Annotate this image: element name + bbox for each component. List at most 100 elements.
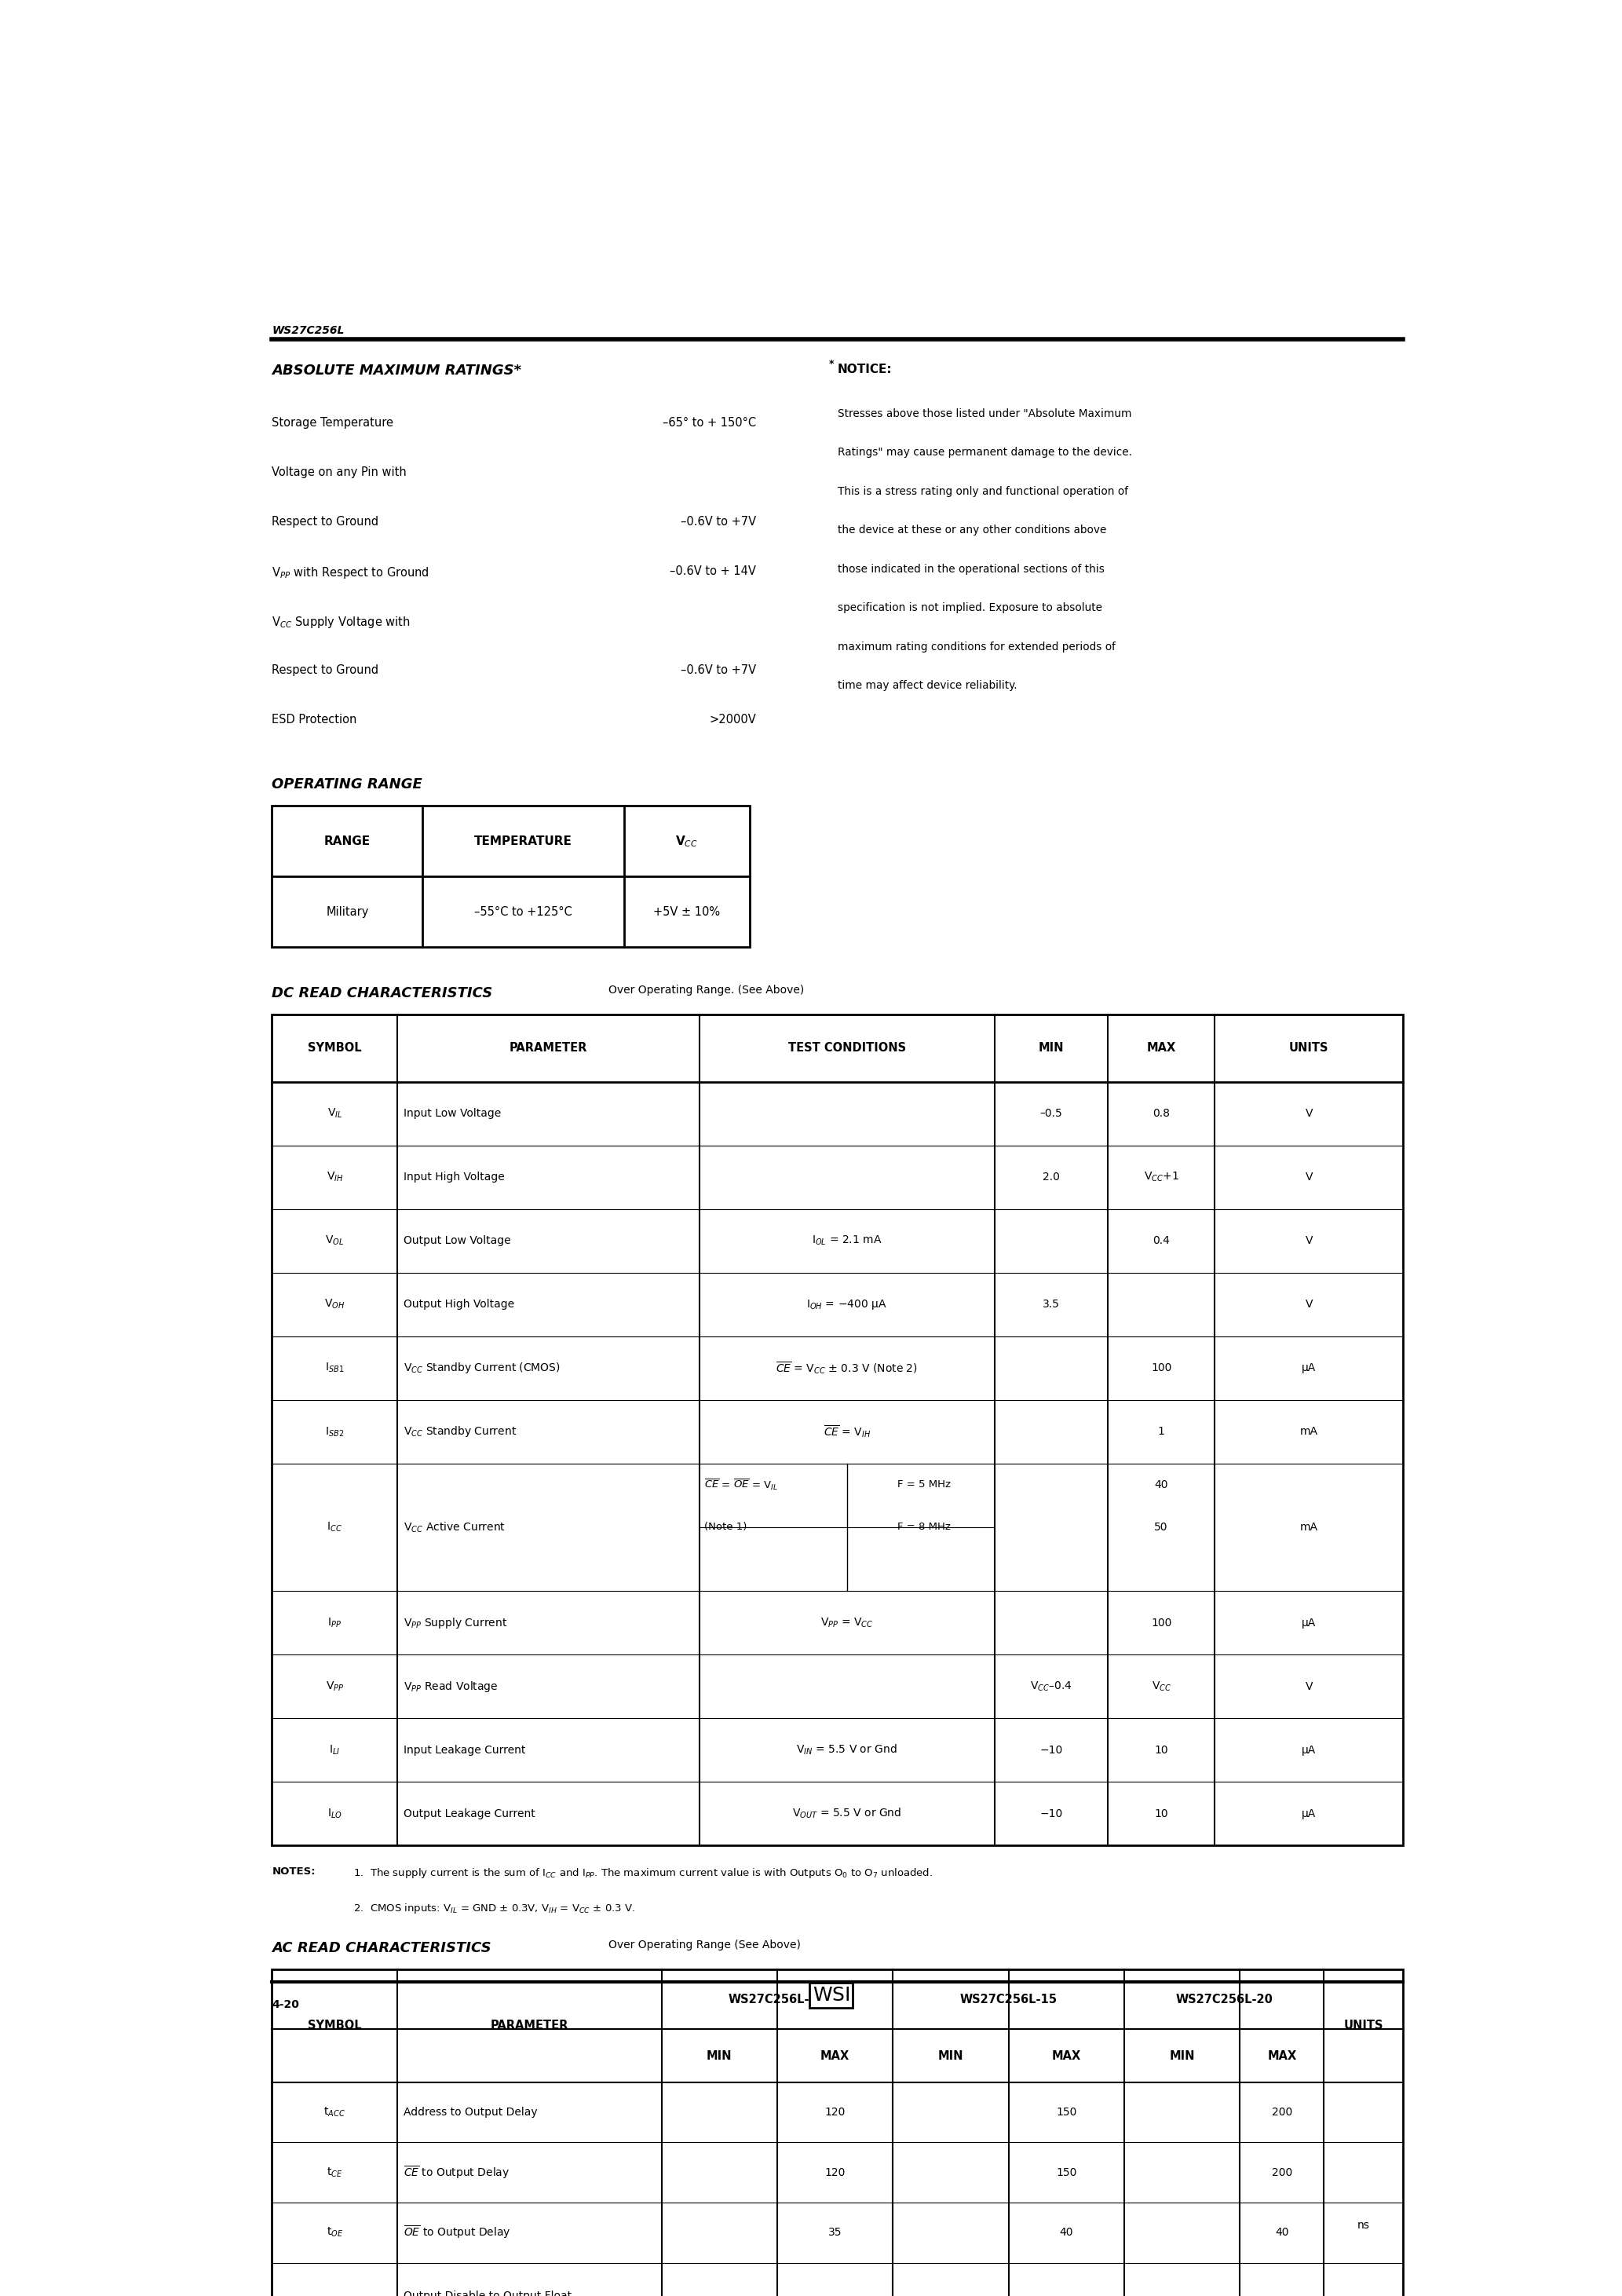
Text: V$_{IH}$: V$_{IH}$ (326, 1171, 344, 1185)
Text: $\mathsf{WSI}$: $\mathsf{WSI}$ (813, 1986, 850, 2004)
Text: TEST CONDITIONS: TEST CONDITIONS (788, 1042, 907, 1054)
Text: Storage Temperature: Storage Temperature (272, 418, 394, 429)
Text: V: V (1306, 1171, 1312, 1182)
Text: Output Disable to Output Float: Output Disable to Output Float (404, 2291, 573, 2296)
Text: Ratings" may cause permanent damage to the device.: Ratings" may cause permanent damage to t… (837, 448, 1132, 457)
Text: V$_{CC}$: V$_{CC}$ (675, 833, 697, 850)
Text: V$_{CC}$+1: V$_{CC}$+1 (1144, 1171, 1179, 1185)
Text: –55°C to +125°C: –55°C to +125°C (474, 907, 573, 918)
Text: Respect to Ground: Respect to Ground (272, 664, 383, 677)
Text: +5V ± 10%: +5V ± 10% (654, 907, 720, 918)
Text: μA: μA (1302, 1616, 1315, 1628)
Text: $\overline{CE}$ to Output Delay: $\overline{CE}$ to Output Delay (404, 2165, 509, 2181)
Text: 100: 100 (1152, 1362, 1171, 1373)
Text: I$_{SB1}$: I$_{SB1}$ (324, 1362, 344, 1375)
Text: V$_{PP}$ = V$_{CC}$: V$_{PP}$ = V$_{CC}$ (821, 1616, 873, 1630)
Text: 3.5: 3.5 (1043, 1300, 1059, 1311)
Text: NOTES:: NOTES: (272, 1867, 316, 1876)
Text: $\overline{CE}$ = V$_{CC}$ ± 0.3 V (Note 2): $\overline{CE}$ = V$_{CC}$ ± 0.3 V (Note… (775, 1359, 918, 1375)
Text: WS27C256L: WS27C256L (272, 326, 344, 335)
Text: μA: μA (1302, 1809, 1315, 1818)
Text: 2.0: 2.0 (1043, 1171, 1059, 1182)
Text: WS27C256L-12: WS27C256L-12 (728, 1993, 826, 2004)
Text: V$_{CC}$ Active Current: V$_{CC}$ Active Current (404, 1520, 506, 1534)
Text: t$_{ACC}$: t$_{ACC}$ (324, 2105, 345, 2119)
Text: V$_{OL}$: V$_{OL}$ (326, 1235, 344, 1247)
Text: ABSOLUTE MAXIMUM RATINGS*: ABSOLUTE MAXIMUM RATINGS* (272, 365, 522, 379)
Bar (272, 806, 749, 948)
Text: AC READ CHARACTERISTICS: AC READ CHARACTERISTICS (272, 1940, 491, 1954)
Text: RANGE: RANGE (324, 836, 370, 847)
Text: 50: 50 (1155, 1522, 1168, 1534)
Text: $\overline{CE}$ = $\overline{OE}$ = V$_{IL}$: $\overline{CE}$ = $\overline{OE}$ = V$_{… (704, 1479, 779, 1492)
Text: WS27C256L-20: WS27C256L-20 (1176, 1993, 1273, 2004)
Text: SYMBOL: SYMBOL (308, 2020, 362, 2032)
Text: V$_{OUT}$ = 5.5 V or Gnd: V$_{OUT}$ = 5.5 V or Gnd (792, 1807, 902, 1821)
Text: I$_{OH}$ = −400 μA: I$_{OH}$ = −400 μA (806, 1297, 887, 1311)
Text: Military: Military (326, 907, 368, 918)
Bar (272, 1970, 1403, 2296)
Text: 40: 40 (1155, 1479, 1168, 1490)
Text: 200: 200 (1272, 2167, 1293, 2179)
Bar (272, 1015, 1403, 1846)
Text: I$_{CC}$: I$_{CC}$ (328, 1520, 342, 1534)
Text: V$_{CC}$–0.4: V$_{CC}$–0.4 (1030, 1681, 1072, 1692)
Text: NOTICE:: NOTICE: (837, 365, 892, 377)
Text: DC READ CHARACTERISTICS: DC READ CHARACTERISTICS (272, 987, 493, 1001)
Text: Input Leakage Current: Input Leakage Current (404, 1745, 526, 1756)
Text: 10: 10 (1155, 1745, 1168, 1756)
Text: WS27C256L-15: WS27C256L-15 (960, 1993, 1058, 2004)
Text: 40: 40 (1275, 2227, 1289, 2239)
Text: (Note 1): (Note 1) (704, 1522, 748, 1531)
Text: UNITS: UNITS (1343, 2020, 1384, 2032)
Text: Respect to Ground: Respect to Ground (272, 517, 383, 528)
Text: 0.8: 0.8 (1153, 1109, 1169, 1118)
Text: mA: mA (1299, 1426, 1319, 1437)
Text: $\overline{OE}$ to Output Delay: $\overline{OE}$ to Output Delay (404, 2225, 511, 2241)
Text: specification is not implied. Exposure to absolute: specification is not implied. Exposure t… (837, 602, 1101, 613)
Text: I$_{LI}$: I$_{LI}$ (329, 1743, 341, 1756)
Text: μA: μA (1302, 1745, 1315, 1756)
Text: Output High Voltage: Output High Voltage (404, 1300, 514, 1311)
Text: MAX: MAX (1051, 2050, 1080, 2062)
Text: t$_{OE}$: t$_{OE}$ (326, 2227, 344, 2239)
Text: –0.6V to +7V: –0.6V to +7V (680, 664, 756, 677)
Text: Voltage on any Pin with: Voltage on any Pin with (272, 466, 407, 478)
Text: Address to Output Delay: Address to Output Delay (404, 2108, 539, 2117)
Text: −10: −10 (1040, 1809, 1062, 1818)
Text: UNITS: UNITS (1289, 1042, 1328, 1054)
Text: 120: 120 (824, 2167, 845, 2179)
Text: 4-20: 4-20 (272, 2000, 300, 2011)
Text: V$_{PP}$ Supply Current: V$_{PP}$ Supply Current (404, 1616, 508, 1630)
Text: I$_{SB2}$: I$_{SB2}$ (324, 1426, 344, 1437)
Text: V: V (1306, 1681, 1312, 1692)
Text: V$_{PP}$ Read Voltage: V$_{PP}$ Read Voltage (404, 1678, 498, 1694)
Text: I$_{LO}$: I$_{LO}$ (328, 1807, 342, 1821)
Text: This is a stress rating only and functional operation of: This is a stress rating only and functio… (837, 487, 1127, 496)
Text: 100: 100 (1152, 1616, 1171, 1628)
Text: Input Low Voltage: Input Low Voltage (404, 1109, 501, 1118)
Text: V$_{PP}$: V$_{PP}$ (326, 1681, 344, 1692)
Text: 40: 40 (1059, 2227, 1074, 2239)
Text: ESD Protection: ESD Protection (272, 714, 357, 726)
Text: 150: 150 (1056, 2108, 1077, 2117)
Text: I$_{PP}$: I$_{PP}$ (328, 1616, 342, 1630)
Text: Over Operating Range. (See Above): Over Operating Range. (See Above) (608, 985, 805, 996)
Text: Over Operating Range (See Above): Over Operating Range (See Above) (608, 1940, 801, 1949)
Text: *: * (829, 358, 834, 370)
Text: V: V (1306, 1235, 1312, 1247)
Text: maximum rating conditions for extended periods of: maximum rating conditions for extended p… (837, 641, 1116, 652)
Text: 150: 150 (1056, 2167, 1077, 2179)
Text: I$_{OL}$ = 2.1 mA: I$_{OL}$ = 2.1 mA (813, 1235, 882, 1247)
Text: >2000V: >2000V (709, 714, 756, 726)
Text: V$_{IN}$ = 5.5 V or Gnd: V$_{IN}$ = 5.5 V or Gnd (796, 1743, 897, 1756)
Text: V: V (1306, 1109, 1312, 1118)
Text: Input High Voltage: Input High Voltage (404, 1171, 504, 1182)
Text: −10: −10 (1040, 1745, 1062, 1756)
Text: V: V (1306, 1300, 1312, 1311)
Text: V$_{OH}$: V$_{OH}$ (324, 1297, 345, 1311)
Text: V$_{CC}$ Supply Voltage with: V$_{CC}$ Supply Voltage with (272, 615, 410, 629)
Text: Stresses above those listed under "Absolute Maximum: Stresses above those listed under "Absol… (837, 409, 1132, 420)
Text: mA: mA (1299, 1522, 1319, 1534)
Text: –0.6V to +7V: –0.6V to +7V (680, 517, 756, 528)
